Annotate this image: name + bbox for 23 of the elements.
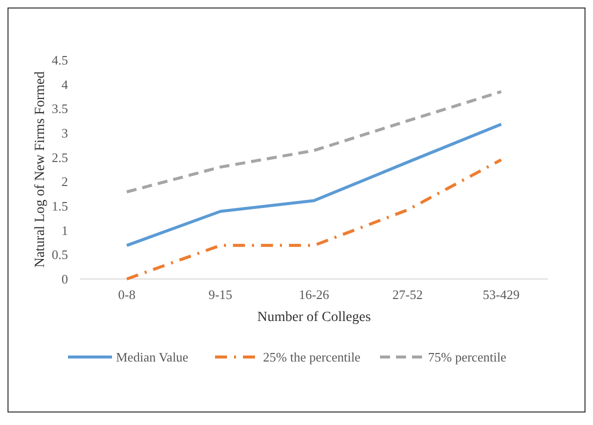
line-series (125, 90, 503, 194)
x-tick-label: 9-15 (208, 287, 232, 302)
y-tick-label: 3 (62, 126, 68, 141)
y-tick-label: 4 (62, 76, 68, 92)
x-tick-label: 16-26 (298, 287, 330, 302)
legend-label: Median Value (116, 350, 189, 365)
legend-label: 25% the percentile (263, 350, 361, 365)
y-tick-label: 2.5 (52, 150, 68, 165)
x-tick-label: 53-429 (482, 287, 520, 302)
x-tick-label: 0-8 (118, 287, 136, 302)
y-tick-label: 1 (62, 222, 68, 238)
y-tick-label: 0 (62, 272, 68, 287)
y-axis-title: Natural Log of New Firms Formed (33, 71, 48, 268)
x-tick-label: 27-52 (392, 287, 423, 302)
y-tick-label: 3.5 (52, 101, 68, 116)
y-tick-label: 4.5 (52, 52, 68, 68)
line-series (125, 158, 503, 280)
line-series (125, 122, 503, 247)
y-tick-label: 2 (62, 174, 68, 190)
x-axis-title: Number of Colleges (257, 310, 371, 325)
y-tick-label: 1.5 (52, 198, 68, 214)
y-tick-label: 0.5 (52, 247, 68, 262)
legend-label: 75% percentile (428, 350, 507, 365)
